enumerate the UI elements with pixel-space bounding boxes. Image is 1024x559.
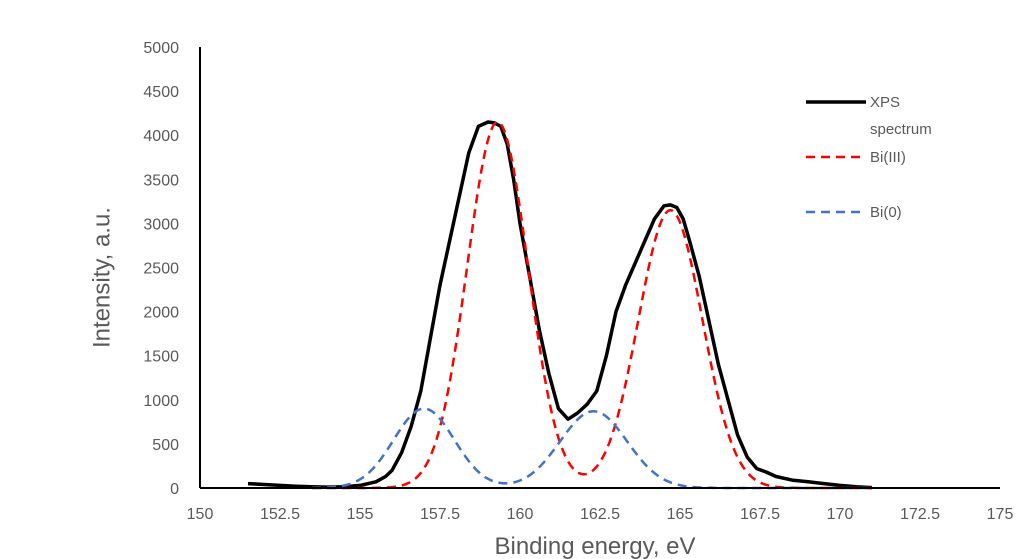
x-tick-label: 172.5 [900,506,940,523]
x-tick-label: 152.5 [260,506,300,523]
x-axis-title: Binding energy, eV [494,533,695,559]
y-tick-label: 500 [152,437,179,454]
series-line-xps-spectrum [247,120,873,490]
y-tick-label: 4500 [143,84,179,101]
y-tick-label: 3000 [143,216,179,233]
y-tick-label: 2500 [143,261,179,278]
y-tick-label: 3500 [143,172,179,189]
x-tick-label: 162.5 [580,506,620,523]
x-tick-label: 167.5 [740,506,780,523]
x-tick-labels: 150 152.5 155 157.5 160 162.5 165 167.5 170 172.5… [187,506,1014,523]
axes [199,47,1000,489]
x-tick-label: 160 [507,506,534,523]
x-tick-label: 175 [987,506,1014,523]
y-axis-title: Intensity, a.u. [88,207,115,348]
legend-label-xps-spectrum-line1: XPS [870,94,900,111]
legend-label-bi-0: Bi(0) [870,204,902,221]
y-tick-label: 2000 [143,305,179,322]
legend-label-xps-spectrum-line2: spectrum [870,121,932,138]
x-tick-label: 157.5 [420,506,460,523]
y-tick-labels: 0 500 1000 1500 2000 2500 3000 3500 4000 4500 5000 [143,40,179,498]
x-tick-label: 170 [827,506,854,523]
y-tick-label: 0 [170,481,179,498]
y-tick-label: 1500 [143,349,179,366]
y-tick-label: 1000 [143,393,179,410]
x-tick-label: 150 [187,506,214,523]
x-tick-label: 155 [347,506,374,523]
legend: XPS spectrum Bi(III) Bi(0) [806,94,932,221]
y-tick-label: 4000 [143,128,179,145]
series-line-bi-0 [312,407,872,490]
x-tick-label: 165 [667,506,694,523]
y-tick-label: 5000 [143,40,179,57]
legend-label-bi-iii: Bi(III) [870,149,906,166]
